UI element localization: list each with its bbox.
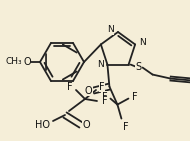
- Text: F: F: [123, 122, 128, 132]
- Text: N: N: [139, 38, 146, 47]
- Text: F: F: [99, 82, 105, 92]
- Text: F: F: [102, 92, 107, 102]
- Text: O: O: [85, 86, 92, 96]
- Text: N: N: [97, 60, 103, 69]
- Text: N: N: [107, 26, 114, 35]
- Text: O: O: [82, 120, 90, 130]
- Text: CH₃: CH₃: [6, 58, 22, 67]
- Text: HO: HO: [36, 120, 51, 130]
- Text: F: F: [132, 92, 137, 102]
- Text: O: O: [23, 57, 31, 67]
- Text: S: S: [135, 62, 142, 72]
- Text: F: F: [67, 82, 73, 92]
- Text: F: F: [102, 96, 108, 106]
